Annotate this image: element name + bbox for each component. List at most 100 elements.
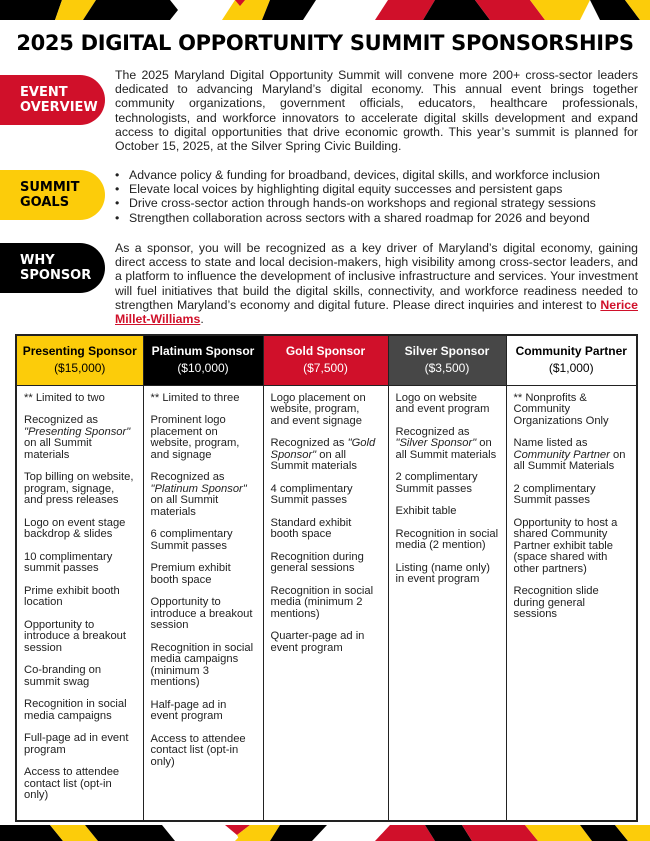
- page-title: 2025 DIGITAL OPPORTUNITY SUMMIT SPONSORS…: [16, 31, 634, 55]
- benefit-item: Access to attendee contact list (opt-in …: [150, 732, 256, 769]
- benefit-item: 2 complimentary Summit passes: [396, 471, 499, 495]
- benefit-text: Full-page ad in event program: [24, 732, 129, 756]
- benefit-item: Logo placement on website, program, and …: [270, 391, 381, 428]
- benefit-text: Opportunity to host a shared Community P…: [513, 516, 618, 575]
- benefit-text: Prime exhibit booth location: [24, 584, 120, 608]
- benefit-item: ** Limited to two: [24, 391, 136, 405]
- benefit-item: Prominent logo placement on website, pro…: [150, 414, 256, 461]
- why-sponsor-end: .: [200, 312, 204, 327]
- benefit-item: 4 complimentary Summit passes: [270, 482, 381, 507]
- benefit-text: Co-branding on summit swag: [24, 664, 102, 688]
- benefit-text: 4 complimentary Summit passes: [270, 482, 353, 506]
- benefit-item: Recognition in social media (minimum 2 m…: [270, 584, 381, 621]
- contact-link[interactable]: Nerice Millet-Williams: [115, 297, 638, 327]
- why-sponsor-label: WHY SPONSOR: [0, 243, 105, 293]
- tier-benefits: ** Nonprofits & Community Organizations …: [505, 384, 638, 821]
- tier-name: Presenting Sponsor: [22, 344, 137, 359]
- benefit-item: Recognition in social media campaigns (m…: [150, 641, 256, 689]
- benefit-text: Half-page ad in event program: [150, 698, 227, 722]
- event-overview-text: The 2025 Maryland Digital Opportunity Su…: [115, 68, 638, 154]
- benefit-text: Recognized as: [270, 437, 348, 449]
- benefit-text: "Gold Sponsor": [270, 437, 376, 461]
- tier-header: Platinum Sponsor ($10,000): [142, 334, 264, 386]
- benefit-item: Recognized as "Silver Sponsor" on all Su…: [395, 425, 499, 462]
- benefit-text: on all Summit materials: [24, 437, 92, 461]
- benefit-item: Logo on website and event program: [395, 391, 499, 416]
- tier-name: Gold Sponsor: [285, 344, 366, 359]
- tier-name: Silver Sponsor: [404, 344, 490, 359]
- benefit-item: 10 complimentary summit passes: [24, 550, 136, 575]
- summit-goals-list: Advance policy & funding for broadband, …: [115, 168, 645, 225]
- top-chevron-banner: [0, 0, 650, 20]
- benefit-text: Opportunity to introduce a breakout sess…: [150, 596, 253, 631]
- benefit-text: Recognized as: [395, 425, 470, 438]
- tier-benefits: Logo placement on website, program, and …: [262, 384, 389, 821]
- tier-name: Community Partner: [515, 344, 627, 359]
- benefit-item: Access to attendee contact list (opt-in …: [24, 766, 136, 802]
- benefit-item: Standard exhibit booth space: [270, 516, 381, 541]
- benefit-text: ** Limited to three: [150, 391, 240, 404]
- benefit-item: ** Nonprofits & Community Organizations …: [514, 392, 630, 428]
- benefit-text: Access to attendee contact list (opt-in …: [150, 732, 246, 768]
- benefit-text: Recognition in social media campaigns (m…: [150, 641, 254, 688]
- benefit-text: Recognition in social media (minimum 2 m…: [270, 584, 374, 620]
- sponsorship-tiers-table: Presenting Sponsor ($15,000) Platinum Spon…: [15, 334, 638, 822]
- benefit-text: on all Summit materials: [270, 448, 357, 472]
- benefit-item: Recognition in social media campaigns: [24, 698, 136, 722]
- benefit-text: Premium exhibit booth space: [150, 562, 231, 586]
- benefit-text: Exhibit table: [395, 505, 457, 517]
- benefit-item: ** Limited to three: [150, 391, 256, 405]
- benefit-text: Top billing on website, program, signage…: [24, 471, 134, 506]
- benefit-text: Name listed as: [513, 437, 588, 449]
- benefit-text: on all Summit materials: [150, 494, 219, 518]
- benefit-text: "Silver Sponsor": [395, 437, 477, 449]
- benefit-text: on all Summit materials: [395, 437, 497, 461]
- benefit-item: Logo on event stage backdrop & slides: [24, 516, 136, 541]
- tier-header: Community Partner ($1,000): [505, 334, 638, 386]
- benefit-text: Logo placement on website, program, and …: [270, 391, 366, 427]
- benefit-item: Name listed as Community Partner on all …: [513, 437, 630, 473]
- summit-goals-label: SUMMIT GOALS: [0, 170, 105, 220]
- tier-price: ($1,000): [548, 361, 594, 376]
- benefit-text: 10 complimentary summit passes: [24, 550, 113, 574]
- tier-header: Gold Sponsor ($7,500): [262, 334, 389, 386]
- benefit-item: Top billing on website, program, signage…: [24, 471, 136, 507]
- benefit-text: Recognition in social media campaigns: [24, 698, 127, 722]
- goal-item: Elevate local voices by highlighting dig…: [115, 182, 645, 196]
- benefit-item: Co-branding on summit swag: [24, 664, 136, 688]
- benefit-text: Listing (name only) in event program: [395, 561, 491, 585]
- benefit-item: Recognition during general sessions: [271, 551, 381, 575]
- why-sponsor-text: As a sponsor, you will be recognized as …: [115, 241, 638, 326]
- tier-price: ($7,500): [303, 361, 348, 376]
- benefit-item: Recognition slide during general session…: [513, 585, 630, 621]
- benefit-item: Exhibit table: [395, 505, 499, 518]
- benefit-text: Access to attendee contact list (opt-in …: [24, 766, 120, 801]
- benefit-text: Opportunity to introduce a breakout sess…: [24, 618, 126, 654]
- benefit-item: Recognized as "Presenting Sponsor" on al…: [24, 414, 136, 461]
- benefit-item: Opportunity to introduce a breakout sess…: [24, 618, 136, 655]
- benefit-text: Recognition slide during general session…: [513, 585, 599, 620]
- benefit-item: 2 complimentary Summit passes: [514, 483, 630, 507]
- benefit-text: Logo on website and event program: [395, 391, 490, 415]
- tier-name: Platinum Sponsor: [151, 344, 255, 359]
- benefit-text: Recognized as: [150, 471, 225, 483]
- tier-benefits: ** Limited to two Recognized as "Presenti…: [15, 384, 144, 821]
- benefit-text: on all Summit Materials: [513, 448, 626, 472]
- benefit-item: Opportunity to host a shared Community P…: [513, 516, 630, 576]
- benefit-text: Logo on event stage backdrop & slides: [24, 516, 126, 540]
- benefit-text: Quarter-page ad in event program: [270, 630, 365, 654]
- benefit-text: Prominent logo placement on website, pro…: [150, 414, 240, 461]
- benefit-item: Prime exhibit booth location: [24, 584, 136, 609]
- benefit-text: ** Limited to two: [24, 391, 105, 404]
- tier-benefits: ** Limited to three Prominent logo placem…: [142, 384, 264, 821]
- goal-item: Advance policy & funding for broadband, …: [115, 168, 645, 182]
- tier-price: ($10,000): [177, 361, 229, 376]
- benefit-text: "Presenting Sponsor": [24, 425, 131, 438]
- goal-item: Strengthen collaboration across sectors …: [115, 211, 645, 225]
- benefit-item: Recognized as "Platinum Sponsor" on all …: [150, 471, 256, 518]
- benefit-item: Recognized as "Gold Sponsor" on all Summ…: [270, 437, 381, 473]
- benefit-text: Standard exhibit booth space: [270, 516, 352, 540]
- tier-header: Silver Sponsor ($3,500): [387, 334, 507, 386]
- tier-header: Presenting Sponsor ($15,000): [15, 334, 144, 386]
- benefit-item: Opportunity to introduce a breakout sess…: [150, 596, 256, 632]
